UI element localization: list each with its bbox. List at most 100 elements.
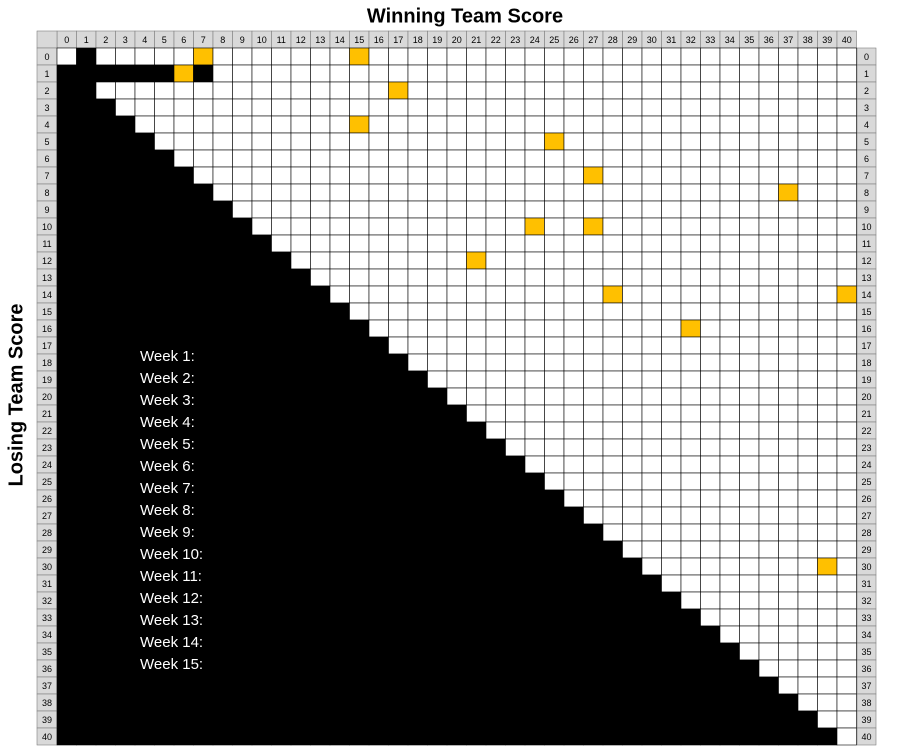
open-cell — [466, 64, 487, 83]
impossible-cell — [193, 506, 214, 525]
open-cell — [544, 285, 565, 304]
open-cell — [817, 625, 838, 644]
impossible-cell — [407, 608, 428, 627]
impossible-cell — [700, 642, 721, 661]
impossible-cell — [95, 370, 116, 389]
impossible-cell — [407, 625, 428, 644]
impossible-cell — [388, 489, 409, 508]
open-cell — [602, 115, 623, 134]
open-cell — [622, 455, 643, 474]
impossible-cell — [271, 285, 292, 304]
impossible-cell — [524, 574, 545, 593]
scored-cell — [602, 285, 623, 304]
impossible-cell — [505, 472, 526, 491]
impossible-cell — [271, 710, 292, 729]
scored-cell — [544, 132, 565, 151]
open-cell — [778, 506, 799, 525]
impossible-cell — [446, 574, 467, 593]
open-cell — [407, 132, 428, 151]
impossible-cell — [485, 591, 506, 610]
impossible-cell — [76, 217, 97, 236]
impossible-cell — [173, 489, 194, 508]
impossible-cell — [115, 438, 136, 457]
impossible-cell — [115, 404, 136, 423]
row-header: 25 — [42, 477, 52, 487]
row-header: 6 — [44, 154, 49, 164]
open-cell — [622, 183, 643, 202]
open-cell — [622, 251, 643, 270]
week-label: Week 12: — [140, 590, 203, 607]
open-cell — [524, 370, 545, 389]
impossible-cell — [232, 472, 253, 491]
open-cell — [836, 693, 857, 712]
impossible-cell — [778, 693, 799, 712]
impossible-cell — [290, 438, 311, 457]
open-cell — [797, 506, 818, 525]
impossible-cell — [368, 693, 389, 712]
open-cell — [349, 166, 370, 185]
open-cell — [466, 81, 487, 100]
impossible-cell — [290, 557, 311, 576]
impossible-cell — [115, 183, 136, 202]
open-cell — [739, 557, 760, 576]
impossible-cell — [115, 132, 136, 151]
column-header: 18 — [413, 35, 423, 45]
impossible-cell — [329, 642, 350, 661]
impossible-cell — [115, 489, 136, 508]
impossible-cell — [407, 506, 428, 525]
impossible-cell — [193, 370, 214, 389]
impossible-cell — [563, 591, 584, 610]
impossible-cell — [173, 370, 194, 389]
open-cell — [310, 132, 331, 151]
impossible-cell — [134, 404, 155, 423]
open-cell — [290, 81, 311, 100]
open-cell — [661, 319, 682, 338]
impossible-cell — [310, 506, 331, 525]
open-cell — [641, 540, 662, 559]
open-cell — [388, 268, 409, 287]
impossible-cell — [446, 676, 467, 695]
open-cell — [427, 183, 448, 202]
impossible-cell — [173, 540, 194, 559]
open-cell — [56, 47, 77, 66]
impossible-cell — [115, 676, 136, 695]
open-cell — [290, 115, 311, 134]
open-cell — [349, 285, 370, 304]
impossible-cell — [290, 710, 311, 729]
open-cell — [173, 98, 194, 117]
impossible-cell — [193, 336, 214, 355]
open-cell — [778, 455, 799, 474]
impossible-cell — [563, 727, 584, 746]
column-header: 11 — [277, 35, 286, 45]
impossible-cell — [251, 455, 272, 474]
impossible-cell — [349, 710, 370, 729]
impossible-cell — [212, 659, 233, 678]
impossible-cell — [251, 370, 272, 389]
impossible-cell — [622, 676, 643, 695]
open-cell — [446, 183, 467, 202]
impossible-cell — [349, 540, 370, 559]
open-cell — [680, 370, 701, 389]
open-cell — [836, 319, 857, 338]
impossible-cell — [271, 353, 292, 372]
impossible-cell — [544, 676, 565, 695]
impossible-cell — [193, 591, 214, 610]
impossible-cell — [446, 489, 467, 508]
open-cell — [641, 404, 662, 423]
open-cell — [583, 404, 604, 423]
open-cell — [446, 268, 467, 287]
open-cell — [836, 268, 857, 287]
open-cell — [758, 370, 779, 389]
impossible-cell — [563, 557, 584, 576]
open-cell — [446, 370, 467, 389]
impossible-cell — [407, 540, 428, 559]
open-cell — [622, 489, 643, 508]
impossible-cell — [290, 693, 311, 712]
impossible-cell — [251, 421, 272, 440]
impossible-cell — [505, 625, 526, 644]
impossible-cell — [368, 642, 389, 661]
open-cell — [505, 302, 526, 321]
open-cell — [739, 217, 760, 236]
impossible-cell — [154, 506, 175, 525]
impossible-cell — [466, 676, 487, 695]
